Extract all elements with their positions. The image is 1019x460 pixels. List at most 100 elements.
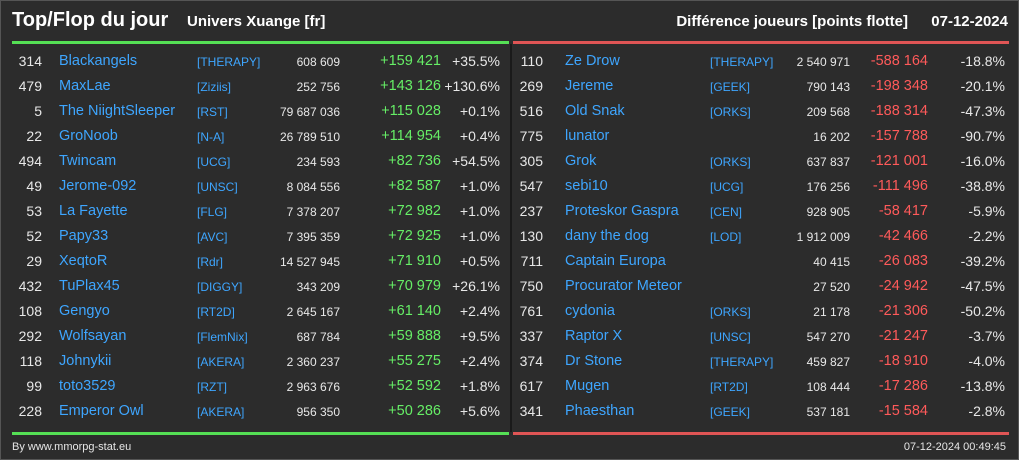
table-row: 130 dany the dog [LOD] 1 912 009 -42 466 -2.2…: [513, 223, 1010, 248]
player-name-link[interactable]: XeqtoR: [59, 253, 108, 269]
player-guild-link[interactable]: [N-A]: [197, 130, 225, 144]
player-guild-link[interactable]: [UNSC]: [197, 180, 238, 194]
player-guild-link[interactable]: [AKERA]: [197, 405, 245, 419]
table-row: 314 Blackangels [THERAPY] 608 609 +159 421 +3…: [12, 48, 509, 73]
player-guild-link[interactable]: [THERAPY]: [710, 55, 774, 69]
player-name-link[interactable]: La Fayette: [59, 203, 128, 219]
player-guild-link[interactable]: [ORKS]: [710, 155, 751, 169]
player-diff: +72 925: [388, 228, 441, 244]
player-guild-link[interactable]: [UCG]: [710, 180, 744, 194]
player-points: 8 084 556: [286, 180, 340, 194]
table-row: 99 toto3529 [RZT] 2 963 676 +52 592 +1.8%: [12, 373, 509, 398]
player-name-link[interactable]: lunator: [565, 128, 610, 144]
player-points: 108 444: [806, 380, 850, 394]
center-divider: [510, 44, 512, 432]
player-rank: 29: [26, 253, 42, 269]
player-points: 16 202: [813, 130, 850, 144]
player-name-link[interactable]: GroNoob: [59, 128, 118, 144]
player-name-link[interactable]: Gengyo: [59, 303, 110, 319]
top-gainers-list: 314 Blackangels [THERAPY] 608 609 +159 421 +3…: [12, 48, 509, 428]
player-name-link[interactable]: Proteskor Gaspra: [565, 203, 679, 219]
player-guild-link[interactable]: [AKERA]: [197, 355, 245, 369]
table-row: 108 Gengyo [RT2D] 2 645 167 +61 140 +2.4%: [12, 298, 509, 323]
player-name-link[interactable]: Jereme: [565, 78, 614, 94]
player-name-link[interactable]: Raptor X: [565, 328, 623, 344]
player-guild-link[interactable]: [RZT]: [197, 380, 227, 394]
table-row: 750 Procurator Meteor 27 520 -24 942 -47.5%: [513, 273, 1010, 298]
footer-credit[interactable]: By www.mmorpg-stat.eu: [12, 441, 132, 453]
player-diff: -157 788: [870, 128, 928, 144]
player-diff: -17 286: [878, 378, 928, 394]
player-percent: +26.1%: [452, 278, 500, 294]
player-guild-link[interactable]: [RST]: [197, 105, 228, 119]
player-guild-link[interactable]: [UNSC]: [710, 330, 751, 344]
player-diff: -21 247: [878, 328, 928, 344]
player-guild-link[interactable]: [LOD]: [710, 230, 742, 244]
player-points: 2 360 237: [286, 355, 340, 369]
player-points: 234 593: [296, 155, 340, 169]
top-divider-red: [513, 41, 1009, 44]
player-guild-link[interactable]: [GEEK]: [710, 80, 751, 94]
player-points: 637 837: [806, 155, 850, 169]
player-percent: -47.3%: [960, 103, 1005, 119]
player-guild-link[interactable]: [ORKS]: [710, 105, 751, 119]
player-name-link[interactable]: cydonia: [565, 303, 615, 319]
player-percent: -18.8%: [960, 53, 1005, 69]
player-diff: +159 421: [380, 53, 441, 69]
player-name-link[interactable]: The NiightSleeper: [59, 103, 176, 119]
player-name-link[interactable]: Grok: [565, 153, 597, 169]
player-name-link[interactable]: Blackangels: [59, 53, 138, 69]
player-guild-link[interactable]: [DIGGY]: [197, 280, 243, 294]
player-name-link[interactable]: Ze Drow: [565, 53, 620, 69]
footer-timestamp: 07-12-2024 00:49:45: [903, 441, 1006, 453]
player-guild-link[interactable]: [Ziziis]: [197, 80, 231, 94]
table-row: 547 sebi10 [UCG] 176 256 -111 496 -38.8%: [513, 173, 1010, 198]
player-guild-link[interactable]: [FLG]: [197, 205, 228, 219]
player-diff: -198 348: [870, 78, 928, 94]
player-name-link[interactable]: Captain Europa: [565, 253, 666, 269]
player-percent: -39.2%: [960, 253, 1005, 269]
table-row: 305 Grok [ORKS] 637 837 -121 001 -16.0%: [513, 148, 1010, 173]
player-name-link[interactable]: Dr Stone: [565, 353, 623, 369]
player-name-link[interactable]: Jerome-092: [59, 178, 137, 194]
player-guild-link[interactable]: [THERAPY]: [197, 55, 261, 69]
player-name-link[interactable]: MaxLae: [59, 78, 111, 94]
player-guild-link[interactable]: [THERAPY]: [710, 355, 774, 369]
player-rank: 108: [18, 303, 42, 319]
player-guild-link[interactable]: [RT2D]: [710, 380, 748, 394]
player-guild-link[interactable]: [ORKS]: [710, 305, 751, 319]
player-points: 26 789 510: [279, 130, 340, 144]
player-percent: +2.4%: [459, 353, 500, 369]
player-percent: -50.2%: [960, 303, 1005, 319]
player-name-link[interactable]: sebi10: [565, 178, 608, 194]
player-guild-link[interactable]: [CEN]: [710, 205, 743, 219]
player-points: 1 912 009: [796, 230, 850, 244]
player-guild-link[interactable]: [GEEK]: [710, 405, 751, 419]
table-row: 711 Captain Europa 40 415 -26 083 -39.2%: [513, 248, 1010, 273]
player-name-link[interactable]: Emperor Owl: [59, 403, 144, 419]
player-name-link[interactable]: Phaesthan: [565, 403, 635, 419]
player-guild-link[interactable]: [UCG]: [197, 155, 231, 169]
player-name-link[interactable]: Twincam: [59, 153, 117, 169]
player-rank: 479: [18, 78, 42, 94]
player-guild-link[interactable]: [AVC]: [197, 230, 228, 244]
player-name-link[interactable]: Papy33: [59, 228, 109, 244]
player-guild-link[interactable]: [FlemNix]: [197, 330, 248, 344]
player-name-link[interactable]: TuPlax45: [59, 278, 120, 294]
top-divider-green: [12, 41, 509, 44]
player-name-link[interactable]: Mugen: [565, 378, 610, 394]
player-name-link[interactable]: Procurator Meteor: [565, 278, 682, 294]
player-name-link[interactable]: Johnykii: [59, 353, 112, 369]
player-diff: -26 083: [878, 253, 928, 269]
date-label: 07-12-2024: [931, 13, 1008, 30]
player-guild-link[interactable]: [RT2D]: [197, 305, 235, 319]
player-percent: +0.5%: [459, 253, 500, 269]
player-guild-link[interactable]: [Rdr]: [197, 255, 224, 269]
player-name-link[interactable]: toto3529: [59, 378, 116, 394]
player-name-link[interactable]: Old Snak: [565, 103, 625, 119]
player-name-link[interactable]: Wolfsayan: [59, 328, 127, 344]
player-diff: -188 314: [870, 103, 928, 119]
player-name-link[interactable]: dany the dog: [565, 228, 649, 244]
player-percent: +54.5%: [452, 153, 500, 169]
player-points: 790 143: [806, 80, 850, 94]
